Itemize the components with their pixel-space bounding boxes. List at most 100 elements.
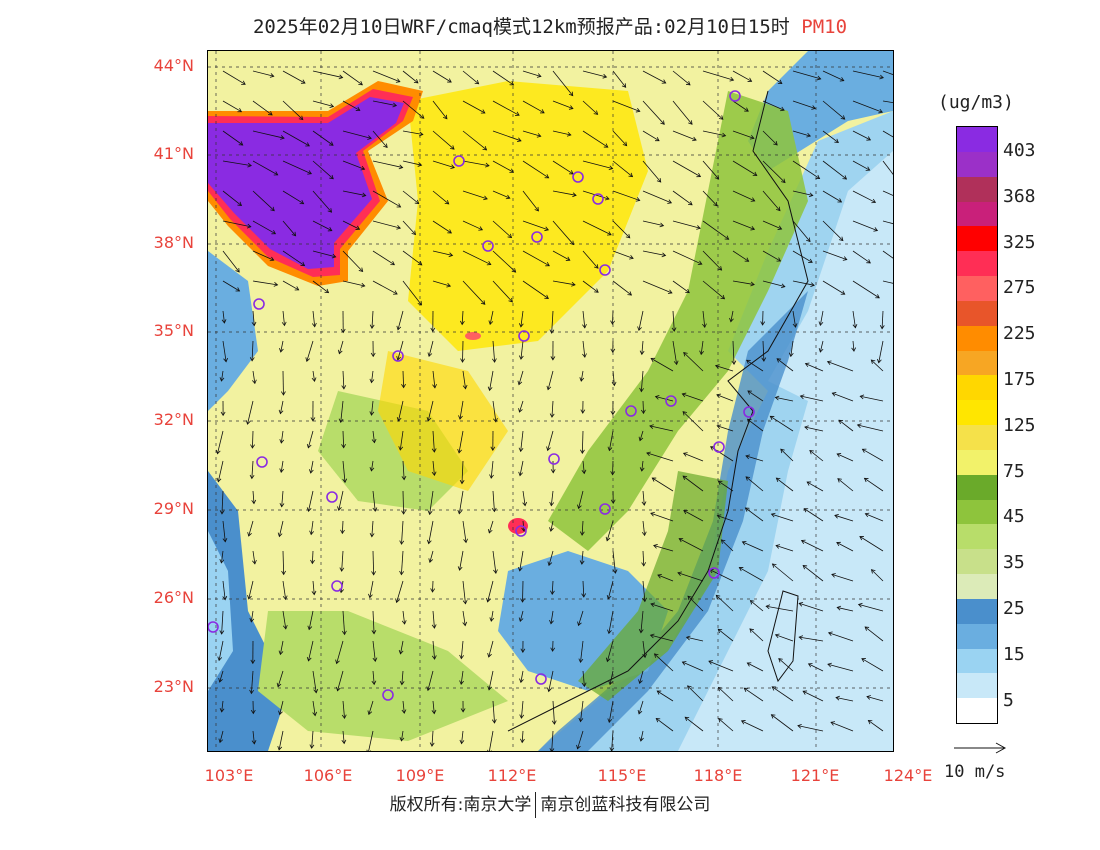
wind-arrow — [827, 663, 854, 672]
wind-arrow-head — [398, 164, 404, 170]
wind-arrow-head — [522, 501, 528, 507]
wind-arrow-head — [639, 467, 645, 472]
wind-arrow — [741, 720, 764, 732]
wind-arrow — [682, 411, 704, 432]
wind-arrow — [492, 250, 516, 273]
wind-arrow — [372, 130, 388, 148]
wind-arrow — [832, 392, 854, 402]
wind-arrow-head — [281, 321, 287, 327]
wind-arrow-head — [371, 438, 377, 444]
wind-arrow-head — [671, 327, 677, 332]
wind-arrow — [642, 70, 666, 84]
city-marker — [599, 264, 611, 276]
wind-arrow-head — [696, 225, 701, 230]
wind-arrow — [642, 100, 665, 125]
wind-arrow-head — [237, 108, 243, 113]
wind-arrow-head — [638, 679, 643, 685]
wind-arrow — [222, 250, 240, 273]
wind-arrow-head — [797, 723, 802, 729]
wind-arrow-head — [294, 286, 300, 291]
wind-arrow — [852, 190, 876, 203]
colorbar-swatch — [957, 574, 997, 600]
wind-arrow-head — [279, 439, 285, 444]
colorbar-swatch — [957, 474, 997, 500]
wind-arrow-head — [604, 195, 610, 201]
wind-arrow-head — [540, 109, 545, 114]
wind-arrow-head — [806, 481, 812, 486]
wind-arrow — [252, 130, 285, 139]
wind-arrow — [368, 730, 374, 751]
wind-arrow-head — [550, 647, 556, 652]
wind-arrow-head — [685, 288, 690, 294]
wind-arrow — [222, 130, 243, 146]
wind-arrow — [520, 310, 524, 327]
wind-arrow-head — [649, 633, 655, 639]
city-marker — [592, 193, 604, 205]
wind-arrow-head — [834, 138, 839, 144]
wind-arrow — [312, 220, 332, 232]
wind-arrow — [882, 190, 893, 196]
colorbar-swatch — [957, 425, 997, 451]
wind-arrow-head — [417, 300, 422, 306]
lat-label: 23°N — [153, 677, 194, 696]
wind-arrow — [432, 640, 435, 660]
wind-arrow — [308, 640, 314, 661]
wind-arrow-head — [328, 141, 334, 146]
wind-arrow-head — [311, 590, 317, 596]
wind-arrow-head — [716, 424, 722, 429]
wind-arrow-head — [866, 259, 871, 264]
wind-arrow-head — [743, 687, 749, 693]
wind-arrow — [718, 718, 734, 732]
wind-arrow-head — [578, 658, 584, 664]
wind-arrow — [342, 190, 366, 196]
wind-arrow — [492, 130, 522, 142]
wind-arrow — [522, 130, 541, 137]
wind-arrow-head — [837, 478, 842, 483]
wind-arrow-head — [426, 686, 432, 692]
wind-arrow — [552, 250, 571, 261]
wind-arrow — [428, 520, 434, 544]
lat-label: 32°N — [153, 410, 194, 429]
colorbar-swatch — [957, 325, 997, 351]
wind-arrow — [342, 70, 363, 86]
wind-arrow — [432, 190, 449, 205]
wind-arrow — [639, 670, 644, 684]
north-yellow — [408, 81, 648, 351]
wind-arrow-head — [488, 320, 494, 326]
wind-arrow — [650, 512, 674, 522]
wind-arrow — [251, 460, 254, 479]
wind-arrow — [222, 220, 251, 228]
wind-arrow — [372, 640, 376, 662]
wind-arrow-head — [459, 320, 465, 326]
wind-arrow-head — [486, 597, 491, 603]
wind-arrow-head — [667, 289, 673, 294]
wind-arrow — [310, 520, 314, 535]
wind-arrow-head — [511, 268, 517, 273]
wind-arrow — [282, 280, 299, 291]
wind-arrow-head — [582, 324, 587, 329]
wind-arrow-head — [271, 230, 277, 235]
wind-arrow — [672, 340, 678, 365]
wind-arrow-head — [594, 288, 599, 293]
coast-blue — [538, 291, 808, 751]
wind-arrow — [220, 550, 224, 563]
wind-arrow-head — [878, 108, 884, 114]
lon-label: 106°E — [303, 766, 353, 785]
wind-arrow-head — [549, 413, 555, 418]
colorbar-swatch — [957, 226, 997, 252]
wind-arrow-head — [238, 141, 244, 146]
wind-arrow-head — [713, 201, 718, 207]
wind-arrow-head — [450, 164, 455, 169]
wind-arrow — [642, 250, 666, 256]
wind-arrow — [521, 700, 524, 719]
colorbar-label: 275 — [1003, 277, 1036, 299]
wind-arrow — [792, 310, 796, 328]
wind-arrow — [650, 603, 674, 612]
wind-arrow-head — [867, 719, 873, 725]
wind-arrow — [550, 610, 554, 624]
wind-arrow-head — [729, 317, 734, 323]
wind-arrow — [372, 250, 395, 266]
wind-arrow-head — [307, 170, 313, 175]
wind-arrow — [522, 160, 549, 179]
wind-arrow — [882, 70, 893, 76]
